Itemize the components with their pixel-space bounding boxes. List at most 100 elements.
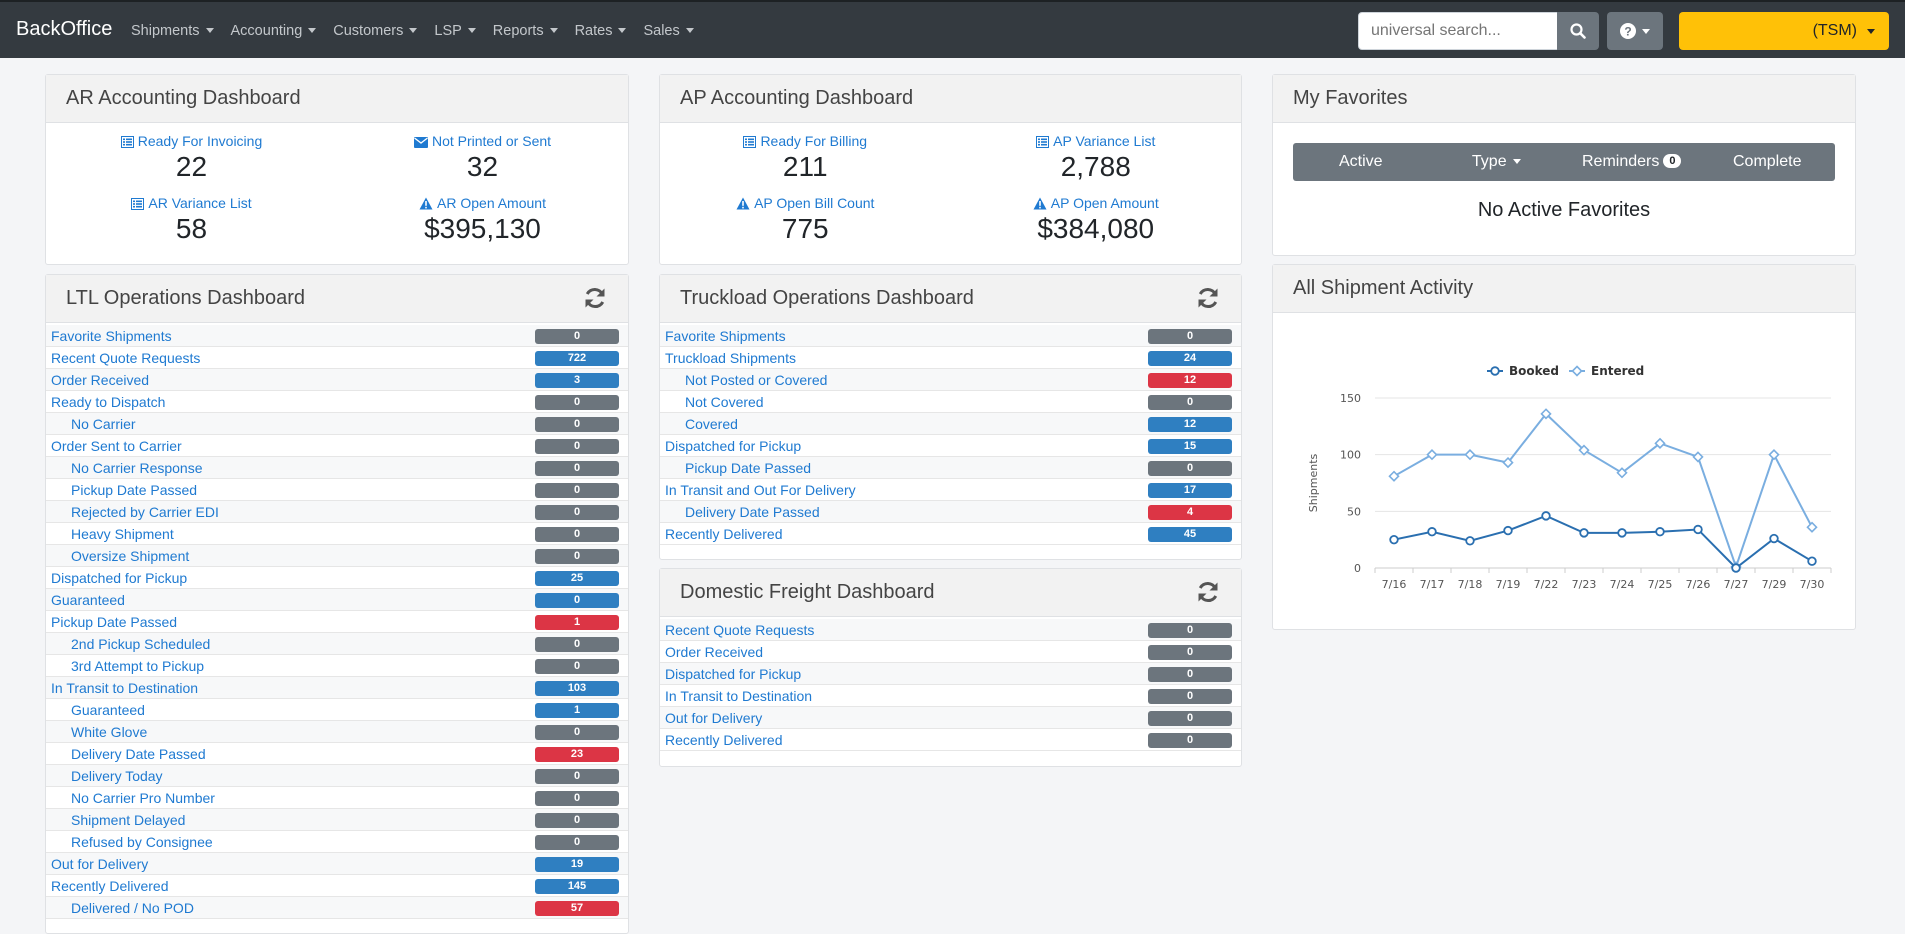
status-link[interactable]: 2nd Pickup Scheduled — [71, 636, 211, 652]
status-link[interactable]: Recent Quote Requests — [51, 350, 201, 366]
count-badge[interactable]: 0 — [535, 417, 619, 432]
status-link[interactable]: Guaranteed — [71, 702, 145, 718]
count-badge[interactable]: 0 — [1148, 623, 1232, 638]
count-badge[interactable]: 19 — [535, 857, 619, 872]
status-link[interactable]: Out for Delivery — [51, 856, 149, 872]
status-link[interactable]: Heavy Shipment — [71, 526, 174, 542]
count-badge[interactable]: 0 — [535, 461, 619, 476]
status-link[interactable]: In Transit to Destination — [51, 680, 199, 696]
count-badge[interactable]: 12 — [1148, 417, 1232, 432]
menu-customers[interactable]: Customers — [333, 23, 418, 39]
tab-type[interactable]: Type — [1429, 153, 1565, 171]
status-link[interactable]: Delivered / No POD — [71, 900, 194, 916]
count-badge[interactable]: 0 — [535, 439, 619, 454]
count-badge[interactable]: 0 — [535, 659, 619, 674]
status-link[interactable]: Refused by Consignee — [71, 834, 213, 850]
status-link[interactable]: Dispatched for Pickup — [51, 570, 188, 586]
count-badge[interactable]: 24 — [1148, 351, 1232, 366]
status-link[interactable]: Delivery Date Passed — [685, 504, 820, 520]
status-link[interactable]: Not Posted or Covered — [685, 372, 828, 388]
count-badge[interactable]: 0 — [535, 483, 619, 498]
count-badge[interactable]: 103 — [535, 681, 619, 696]
tab-active[interactable]: Active — [1338, 153, 1383, 170]
status-link[interactable]: In Transit to Destination — [665, 688, 813, 704]
menu-accounting[interactable]: Accounting — [231, 23, 317, 39]
status-link[interactable]: Ready to Dispatch — [51, 394, 166, 410]
count-badge[interactable]: 0 — [535, 835, 619, 850]
kpi-link[interactable]: Ready For Invoicing — [46, 133, 337, 149]
count-badge[interactable]: 17 — [1148, 483, 1232, 498]
count-badge[interactable]: 0 — [1148, 667, 1232, 682]
status-link[interactable]: Oversize Shipment — [71, 548, 190, 564]
count-badge[interactable]: 0 — [1148, 689, 1232, 704]
count-badge[interactable]: 4 — [1148, 505, 1232, 520]
status-link[interactable]: Favorite Shipments — [665, 328, 786, 344]
count-badge[interactable]: 0 — [1148, 329, 1232, 344]
status-link[interactable]: No Carrier Response — [71, 460, 203, 476]
status-link[interactable]: Order Received — [665, 644, 764, 660]
status-link[interactable]: No Carrier — [71, 416, 136, 432]
search-button[interactable] — [1557, 12, 1599, 50]
count-badge[interactable]: 15 — [1148, 439, 1232, 454]
count-badge[interactable]: 0 — [535, 791, 619, 806]
status-link[interactable]: Pickup Date Passed — [685, 460, 812, 476]
count-badge[interactable]: 0 — [535, 505, 619, 520]
tab-complete[interactable]: Complete — [1733, 153, 1802, 170]
status-link[interactable]: Order Received — [51, 372, 150, 388]
help-dropdown-button[interactable]: ? — [1607, 12, 1663, 50]
status-link[interactable]: Favorite Shipments — [51, 328, 172, 344]
status-link[interactable]: Recently Delivered — [51, 878, 169, 894]
status-link[interactable]: Order Sent to Carrier — [51, 438, 182, 454]
kpi-link[interactable]: AR Open Amount — [337, 195, 628, 211]
count-badge[interactable]: 12 — [1148, 373, 1232, 388]
refresh-icon[interactable] — [1195, 579, 1221, 605]
user-menu-button[interactable]: (TSM) — [1679, 12, 1889, 50]
menu-sales[interactable]: Sales — [643, 23, 694, 39]
status-link[interactable]: Dispatched for Pickup — [665, 438, 802, 454]
count-badge[interactable]: 45 — [1148, 527, 1232, 542]
status-link[interactable]: No Carrier Pro Number — [71, 790, 215, 806]
refresh-icon[interactable] — [582, 285, 608, 311]
count-badge[interactable]: 1 — [535, 615, 619, 630]
refresh-icon[interactable] — [1195, 285, 1221, 311]
count-badge[interactable]: 0 — [1148, 711, 1232, 726]
status-link[interactable]: Covered — [685, 416, 738, 432]
status-link[interactable]: Rejected by Carrier EDI — [71, 504, 219, 520]
count-badge[interactable]: 0 — [535, 527, 619, 542]
count-badge[interactable]: 0 — [535, 637, 619, 652]
status-link[interactable]: In Transit and Out For Delivery — [665, 482, 856, 498]
count-badge[interactable]: 0 — [535, 813, 619, 828]
count-badge[interactable]: 3 — [535, 373, 619, 388]
status-link[interactable]: Pickup Date Passed — [71, 482, 198, 498]
brand-logo[interactable]: BackOffice — [16, 18, 113, 40]
count-badge[interactable]: 0 — [535, 329, 619, 344]
kpi-link[interactable]: AP Open Amount — [951, 195, 1242, 211]
menu-reports[interactable]: Reports — [493, 23, 558, 39]
universal-search-input[interactable] — [1358, 12, 1558, 50]
count-badge[interactable]: 0 — [535, 769, 619, 784]
status-link[interactable]: Recently Delivered — [665, 732, 783, 748]
status-link[interactable]: Recently Delivered — [665, 526, 783, 542]
count-badge[interactable]: 0 — [1148, 395, 1232, 410]
count-badge[interactable]: 0 — [1148, 461, 1232, 476]
count-badge[interactable]: 0 — [535, 593, 619, 608]
count-badge[interactable]: 0 — [1148, 645, 1232, 660]
kpi-link[interactable]: AP Open Bill Count — [660, 195, 951, 211]
status-link[interactable]: Guaranteed — [51, 592, 125, 608]
menu-lsp[interactable]: LSP — [434, 23, 476, 39]
status-link[interactable]: Delivery Today — [71, 768, 163, 784]
count-badge[interactable]: 57 — [535, 901, 619, 916]
count-badge[interactable]: 23 — [535, 747, 619, 762]
kpi-link[interactable]: AP Variance List — [951, 133, 1242, 149]
status-link[interactable]: Truckload Shipments — [665, 350, 796, 366]
status-link[interactable]: White Glove — [71, 724, 148, 740]
count-badge[interactable]: 0 — [535, 395, 619, 410]
menu-rates[interactable]: Rates — [575, 23, 627, 39]
count-badge[interactable]: 0 — [535, 725, 619, 740]
count-badge[interactable]: 722 — [535, 351, 619, 366]
status-link[interactable]: Recent Quote Requests — [665, 622, 815, 638]
status-link[interactable]: Out for Delivery — [665, 710, 763, 726]
count-badge[interactable]: 25 — [535, 571, 619, 586]
count-badge[interactable]: 1 — [535, 703, 619, 718]
tab-reminders[interactable]: Reminders 0 — [1564, 153, 1700, 171]
